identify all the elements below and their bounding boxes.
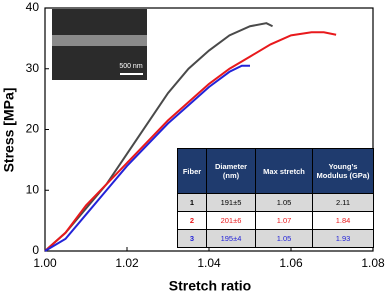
table-row: 1 191±5 1.05 2.11 [177,193,374,212]
y-tick-label: 30 [26,61,40,75]
table-cell: 191±5 [206,193,256,212]
x-tick-label: 1.06 [279,256,303,270]
y-tick-label: 20 [26,122,40,136]
x-tick-label: 1.08 [361,256,385,270]
table-header: Young’s Modulus (GPa) [312,148,374,194]
table-cell: 1.93 [312,229,374,248]
table-cell: 2 [177,211,207,230]
table-row: 3 195±4 1.05 1.93 [177,229,374,248]
table-cell: 1.05 [255,193,313,212]
table-cell: 1.84 [312,211,374,230]
y-tick-label: 0 [32,243,39,257]
inset-fiber [52,35,147,46]
series-line [44,31,337,252]
table-cell: 1 [177,193,207,212]
table-header: Fiber [177,148,207,194]
table-header: Diameter (nm) [206,148,256,194]
x-tick-label: 1.02 [115,256,139,270]
x-tick-label: 1.04 [197,256,221,270]
x-axis-label: Stretch ratio [169,278,251,294]
y-axis-label: Stress [MPa] [1,88,17,173]
y-tick-label: 10 [26,182,40,196]
data-table: Fiber Diameter (nm) Max stretch Young’s Mod… [177,148,374,248]
table-row: 2 201±6 1.07 1.84 [177,211,374,230]
table-cell: 1.07 [255,211,313,230]
table-cell: 1.05 [255,229,313,248]
table-cell: 201±6 [206,211,256,230]
y-tick-label: 40 [26,0,40,14]
series-line [44,64,250,252]
table-cell: 3 [177,229,207,248]
table-cell: 2.11 [312,193,374,212]
table-cell: 195±4 [206,229,256,248]
table-header: Max stretch [255,148,313,194]
scale-bar-label: 500 nm [119,63,143,70]
x-tick-label: 1.00 [33,256,57,270]
series-line [44,22,273,252]
